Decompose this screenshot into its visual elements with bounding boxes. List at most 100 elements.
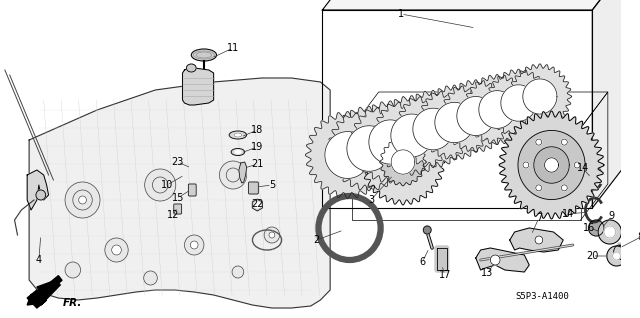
Text: 21: 21 [251, 159, 264, 169]
FancyBboxPatch shape [248, 182, 259, 194]
Circle shape [65, 182, 100, 218]
Text: 14: 14 [577, 163, 589, 173]
Ellipse shape [186, 64, 196, 72]
Ellipse shape [614, 245, 625, 259]
Polygon shape [239, 162, 246, 183]
Circle shape [561, 185, 567, 191]
Polygon shape [325, 132, 371, 178]
Circle shape [561, 139, 567, 145]
Circle shape [111, 245, 122, 255]
Polygon shape [435, 102, 474, 143]
Circle shape [264, 227, 280, 243]
Circle shape [190, 241, 198, 249]
Circle shape [604, 226, 616, 238]
Circle shape [144, 271, 157, 285]
Polygon shape [508, 64, 572, 129]
Polygon shape [440, 80, 511, 152]
Text: 9: 9 [609, 211, 615, 221]
Circle shape [535, 236, 543, 244]
Polygon shape [534, 147, 569, 183]
Polygon shape [347, 126, 391, 171]
Text: 22: 22 [251, 199, 264, 209]
Circle shape [105, 238, 128, 262]
Polygon shape [510, 228, 563, 252]
FancyBboxPatch shape [188, 184, 196, 196]
FancyBboxPatch shape [174, 204, 182, 214]
Ellipse shape [234, 133, 242, 137]
Polygon shape [391, 114, 433, 157]
Circle shape [536, 185, 541, 191]
Circle shape [227, 168, 240, 182]
Circle shape [574, 162, 580, 168]
Circle shape [152, 177, 168, 193]
Text: 15: 15 [172, 193, 184, 203]
Text: 5: 5 [269, 180, 275, 190]
Polygon shape [369, 120, 412, 164]
Polygon shape [457, 96, 495, 135]
Text: 6: 6 [419, 257, 426, 267]
Circle shape [220, 161, 246, 189]
FancyBboxPatch shape [618, 243, 640, 261]
Polygon shape [476, 248, 529, 272]
Polygon shape [373, 96, 451, 175]
Polygon shape [323, 0, 629, 10]
Polygon shape [486, 69, 551, 137]
Ellipse shape [235, 150, 241, 154]
Polygon shape [499, 111, 604, 219]
Text: 14: 14 [562, 209, 574, 219]
Circle shape [65, 262, 81, 278]
Circle shape [523, 162, 529, 168]
Text: 17: 17 [438, 270, 451, 280]
Polygon shape [518, 130, 585, 200]
Circle shape [184, 235, 204, 255]
FancyBboxPatch shape [435, 246, 449, 272]
Polygon shape [29, 78, 330, 308]
Polygon shape [501, 85, 536, 121]
Circle shape [588, 220, 604, 236]
Text: 16: 16 [583, 223, 595, 233]
Polygon shape [27, 276, 62, 305]
Polygon shape [391, 150, 415, 174]
Polygon shape [305, 112, 390, 198]
Text: 23: 23 [172, 157, 184, 167]
Polygon shape [523, 79, 557, 114]
Circle shape [36, 190, 45, 200]
Polygon shape [27, 280, 60, 308]
Ellipse shape [231, 149, 244, 156]
Polygon shape [479, 91, 515, 128]
Polygon shape [328, 106, 410, 191]
Polygon shape [361, 119, 445, 205]
Circle shape [536, 139, 541, 145]
Ellipse shape [191, 49, 216, 61]
Polygon shape [396, 90, 470, 168]
Text: 20: 20 [586, 251, 598, 261]
Polygon shape [27, 170, 49, 210]
Polygon shape [418, 85, 491, 160]
Polygon shape [413, 108, 453, 150]
Polygon shape [545, 158, 559, 172]
Text: 7: 7 [536, 213, 542, 223]
Circle shape [612, 252, 620, 260]
Ellipse shape [229, 131, 246, 139]
Polygon shape [182, 68, 214, 105]
Polygon shape [463, 74, 531, 144]
Text: 19: 19 [251, 142, 264, 152]
Text: 1: 1 [398, 9, 404, 19]
Circle shape [255, 202, 260, 208]
Polygon shape [592, 0, 629, 208]
Text: 8: 8 [638, 232, 640, 242]
Circle shape [73, 190, 92, 210]
Text: 4: 4 [36, 255, 42, 265]
Circle shape [79, 196, 86, 204]
Circle shape [423, 226, 431, 234]
Circle shape [607, 246, 627, 266]
Text: 11: 11 [227, 43, 239, 53]
Polygon shape [380, 138, 426, 186]
Polygon shape [351, 101, 430, 183]
Circle shape [598, 220, 621, 244]
Text: 10: 10 [161, 180, 173, 190]
Circle shape [232, 266, 244, 278]
Text: 12: 12 [166, 210, 179, 220]
Text: 2: 2 [314, 235, 319, 245]
Circle shape [269, 232, 275, 238]
